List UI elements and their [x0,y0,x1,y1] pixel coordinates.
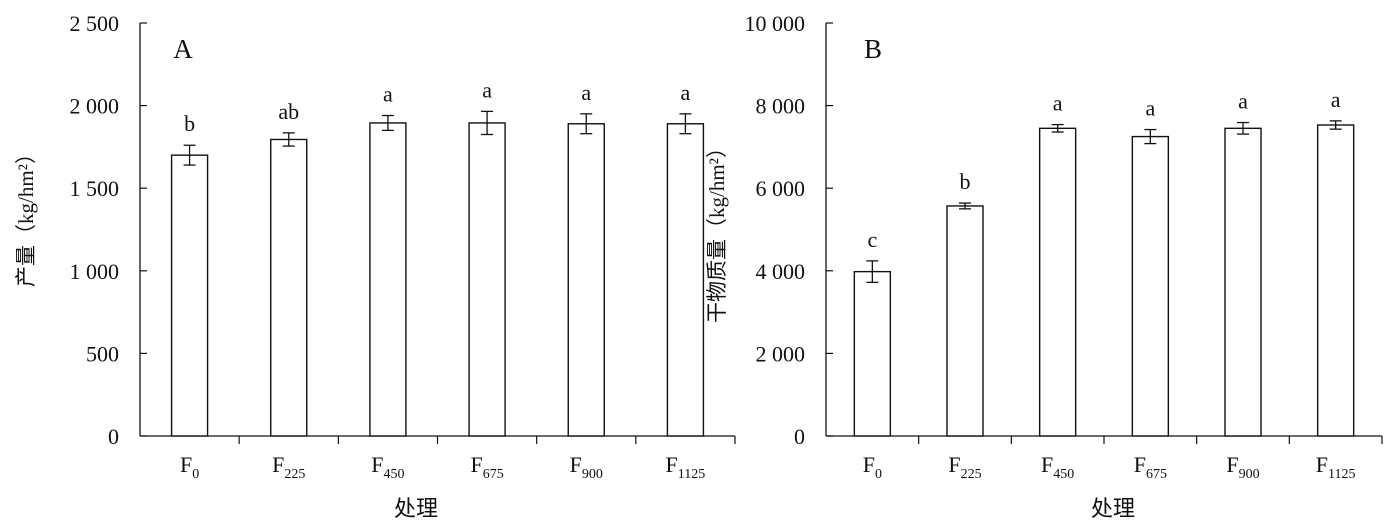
error-bar [1051,123,1064,133]
significance-label: a [1053,91,1063,116]
chart-panel-b: 0 2 000 4 000 6 000 8 000 10 000 c F0 b F225 a F450… [705,11,1383,521]
x-axis-label: 处理 [1091,496,1135,521]
y-tick-label: 10 000 [745,11,806,36]
significance-label: a [581,80,591,105]
x-tick-label: F675 [470,452,503,482]
error-bar [481,110,494,136]
x-axis-label: 处理 [394,496,438,521]
y-axis-label: 产量（kg/hm²） [14,143,38,287]
y-tick-label: 4 000 [756,259,806,284]
error-bar [959,202,971,210]
bar [853,270,892,437]
bar [666,123,705,437]
x-tick-label: F1125 [666,452,706,482]
y-tick-label: 2 000 [70,94,120,119]
bar [170,154,209,437]
x-tick-label: F450 [1041,452,1074,482]
error-bar [381,114,394,132]
x-tick-label: F1125 [1316,452,1356,482]
error-bar [1329,120,1342,130]
error-bar [1144,128,1157,145]
y-tick-label: 6 000 [756,176,806,201]
x-tick-label: F900 [1226,452,1259,482]
significance-label: b [960,169,971,194]
bar [567,123,605,437]
bar [1316,124,1355,437]
x-tick-label: F450 [371,452,404,482]
y-tick-label: 0 [794,424,805,449]
error-bar [679,113,692,135]
panel-label: B [864,34,882,64]
significance-label: ab [278,99,299,124]
error-bar [1237,121,1249,135]
x-tick-label: F225 [948,452,981,482]
error-bar [183,144,196,166]
significance-label: b [184,111,195,136]
x-tick-label: F0 [863,452,882,482]
significance-label: c [867,227,877,252]
y-tick-label: 500 [86,341,119,366]
bar [1131,135,1170,437]
bar [946,205,984,437]
bar [369,122,407,437]
significance-label: a [1331,87,1341,112]
x-tick-label: F225 [272,452,305,482]
significance-label: a [681,80,691,105]
error-bar [866,260,879,284]
bar [1038,127,1077,437]
y-tick-label: 1 500 [70,176,120,201]
significance-label: a [383,82,393,107]
significance-label: a [482,77,492,102]
bar [468,122,506,437]
x-tick-label: F0 [180,452,199,482]
y-tick-label: 8 000 [756,94,806,119]
y-tick-label: 0 [108,424,119,449]
error-bar [580,113,593,135]
chart-panel-a: 0 500 1 000 1 500 2 000 2 500 b F0 ab F225 a F450 a F… [14,11,736,521]
y-tick-label: 2 000 [756,341,806,366]
y-tick-label: 2 500 [70,11,120,36]
error-bar [282,132,295,147]
significance-label: a [1238,89,1248,114]
y-axis-label: 干物质量（kg/hm²） [705,137,729,323]
y-tick-label: 1 000 [70,259,120,284]
bar [1224,127,1262,437]
significance-label: a [1145,96,1155,121]
x-tick-label: F900 [570,452,603,482]
bar [270,138,308,437]
x-tick-label: F675 [1134,452,1167,482]
panel-label: A [173,34,193,64]
